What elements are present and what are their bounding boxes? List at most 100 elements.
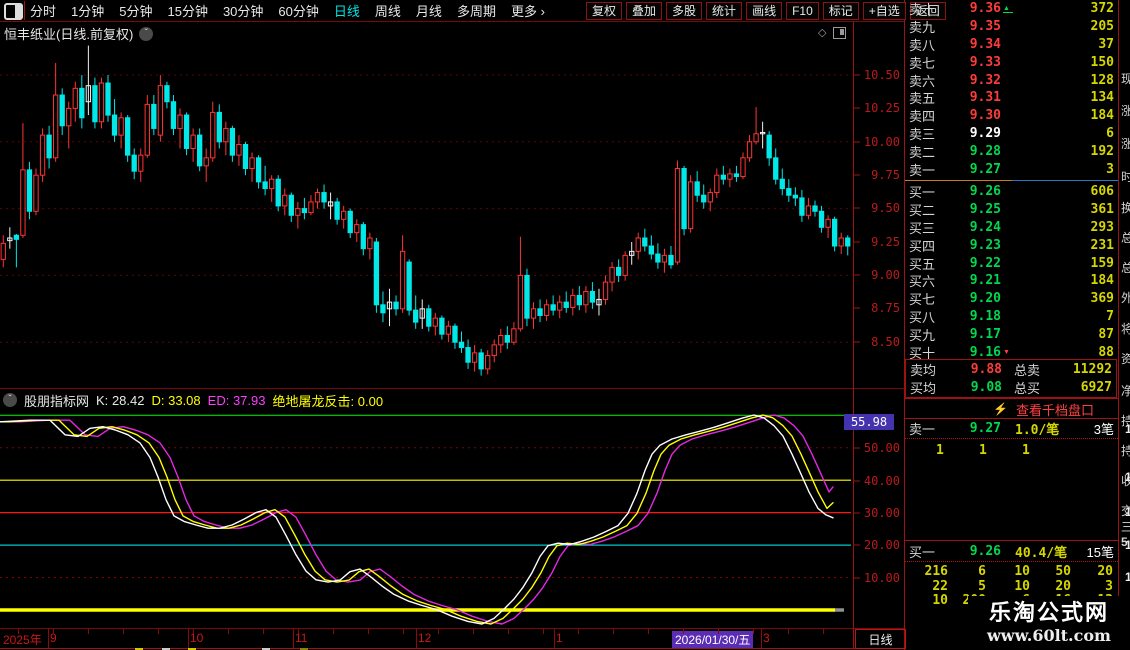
level-label: 卖十	[909, 0, 945, 18]
price-axis-label: 9.75	[871, 168, 900, 182]
avg-price: 9.08	[946, 380, 1002, 395]
clipped-column-label: 换	[1121, 199, 1130, 216]
avg-label: 卖均	[910, 360, 946, 379]
tab-period-min15[interactable]: 15分钟	[167, 1, 207, 20]
tab-period-min30[interactable]: 30分钟	[223, 1, 263, 20]
sell1-price: 9.27	[945, 421, 1001, 436]
add-watch-button[interactable]: +自选	[863, 2, 906, 20]
fuquan-button[interactable]: 复权	[586, 2, 622, 20]
buy-level-row[interactable]: 买九9.1787	[905, 325, 1118, 343]
buy-level-row[interactable]: 买四9.23231	[905, 236, 1118, 254]
level-volume: 184	[1091, 108, 1114, 123]
watermark: 乐淘公式网 www.60lt.com	[968, 596, 1130, 650]
indicator-axis-label: 40.00	[864, 474, 900, 488]
down-arrow-icon: ▼	[1003, 349, 1013, 356]
sell1-count: 3笔	[1094, 419, 1114, 438]
buy-levels: 买一9.26606买二9.25361买三9.24293买四9.23231买五9.…	[905, 183, 1118, 361]
spread-divider-left	[905, 180, 1012, 181]
level-price: 9.35	[945, 19, 1001, 34]
tab-period-min5[interactable]: 5分钟	[119, 1, 152, 20]
tab-period-min60[interactable]: 60分钟	[278, 1, 318, 20]
sell-level-row[interactable]: 卖八9.3437	[905, 36, 1118, 54]
clipped-column-label: 总	[1121, 259, 1130, 276]
buy-level-row[interactable]: 买八9.187	[905, 308, 1118, 326]
indicator-axis-badge: 55.98	[844, 414, 894, 430]
level-volume: 369	[1091, 291, 1114, 306]
date-minor-tick	[263, 629, 264, 634]
sell1-per-lot: 1.0/笔	[1015, 419, 1059, 438]
buy-level-row[interactable]: 买三9.24293	[905, 219, 1118, 237]
duogu-button[interactable]: 多股	[666, 2, 702, 20]
tab-period-monthly[interactable]: 月线	[416, 1, 442, 20]
clipped-column-label: 资	[1121, 350, 1130, 367]
date-minor-tick	[753, 629, 754, 634]
clipped-column-label: 现	[1121, 70, 1130, 87]
averages-box: 卖均9.88总卖11292买均9.08总买6927	[905, 359, 1117, 398]
period-label-box[interactable]: 日线	[855, 629, 906, 649]
date-label: 11	[295, 631, 307, 645]
date-minor-tick	[193, 629, 194, 634]
tab-period-fenshi[interactable]: 分时	[30, 1, 56, 20]
sell-level-row[interactable]: 卖七9.33150	[905, 53, 1118, 71]
chevron-down-icon[interactable]: ˇ	[139, 27, 153, 41]
level-label: 买八	[909, 307, 945, 326]
date-minor-tick	[18, 629, 19, 634]
buy-level-row[interactable]: 买五9.22159	[905, 254, 1118, 272]
sell1-detail-row[interactable]: 卖一 9.27 1.0/笔 3笔	[905, 420, 1118, 437]
buy1-detail-row[interactable]: 买一 9.26 40.4/笔 15笔	[905, 543, 1118, 560]
diamond-icon[interactable]: ◇	[818, 26, 826, 39]
sell-level-row[interactable]: 卖四9.30184	[905, 107, 1118, 125]
window-icon[interactable]	[833, 27, 846, 39]
date-major-tick	[554, 628, 555, 648]
tab-period-daily[interactable]: 日线	[334, 1, 360, 20]
sell-level-row[interactable]: 卖五9.31134	[905, 89, 1118, 107]
buy-level-row[interactable]: 买二9.25361	[905, 201, 1118, 219]
sell-level-row[interactable]: 卖二9.28192	[905, 142, 1118, 160]
buy1-queue-lot: 10	[1000, 579, 1030, 594]
date-minor-tick	[683, 629, 684, 634]
price-axis-label: 9.00	[871, 268, 900, 282]
date-minor-tick	[473, 629, 474, 634]
level-volume: 134	[1091, 90, 1114, 105]
buy1-queue-lot: 6	[956, 564, 986, 579]
tongji-button[interactable]: 统计	[706, 2, 742, 20]
level-volume: 184	[1091, 273, 1114, 288]
sell-level-row[interactable]: 卖九9.35205	[905, 18, 1118, 36]
indicator-axis-label: 50.00	[864, 441, 900, 455]
tab-period-weekly[interactable]: 周线	[375, 1, 401, 20]
date-minor-tick	[543, 629, 544, 634]
level-price: 9.27	[945, 162, 1001, 177]
biaoji-button[interactable]: 标记	[823, 2, 859, 20]
tab-period-multi-period[interactable]: 多周期	[457, 1, 496, 20]
level-label: 买四	[909, 236, 945, 255]
app-layout-icon[interactable]	[4, 3, 23, 20]
average-row: 买均9.08总买6927	[906, 378, 1116, 396]
sell-level-row[interactable]: 卖三9.296	[905, 125, 1118, 143]
tab-period-min1[interactable]: 1分钟	[71, 1, 104, 20]
toolbar-divider	[0, 21, 905, 22]
orderbook-row-border3	[905, 540, 1118, 541]
buy-level-row[interactable]: 买七9.20369	[905, 290, 1118, 308]
level-volume: 372	[1091, 1, 1114, 16]
huaxian-button[interactable]: 画线	[746, 2, 782, 20]
price-axis-label: 8.50	[871, 335, 900, 349]
clipped-column-label: 外	[1121, 289, 1130, 306]
buy-level-row[interactable]: 买一9.26606	[905, 183, 1118, 201]
sell-level-row[interactable]: 卖十9.36▲372	[905, 0, 1118, 18]
chart-title: 恒丰纸业(日线.前复权)	[4, 24, 133, 43]
level-price: 9.36	[945, 1, 1001, 16]
sell-level-row[interactable]: 卖六9.32128	[905, 71, 1118, 89]
sell-level-row[interactable]: 卖一9.273	[905, 160, 1118, 178]
tab-period-more[interactable]: 更多 ›	[511, 1, 545, 20]
date-label: 3	[763, 631, 770, 645]
chart-title-row: 恒丰纸业(日线.前复权) ˇ	[4, 24, 153, 43]
buy-level-row[interactable]: 买六9.21184	[905, 272, 1118, 290]
f10-button[interactable]: F10	[786, 2, 819, 20]
chevron-down-icon[interactable]: ˇ	[3, 393, 17, 407]
clipped-column-value: 1	[1125, 538, 1130, 552]
date-label: 2026/01/30/五	[672, 631, 753, 648]
indicator-axis-label: 20.00	[864, 538, 900, 552]
queue-depth-button[interactable]: ⚡ 查看千档盘口	[905, 400, 1118, 418]
diejia-button[interactable]: 叠加	[626, 2, 662, 20]
watermark-title: 乐淘公式网	[989, 601, 1109, 625]
